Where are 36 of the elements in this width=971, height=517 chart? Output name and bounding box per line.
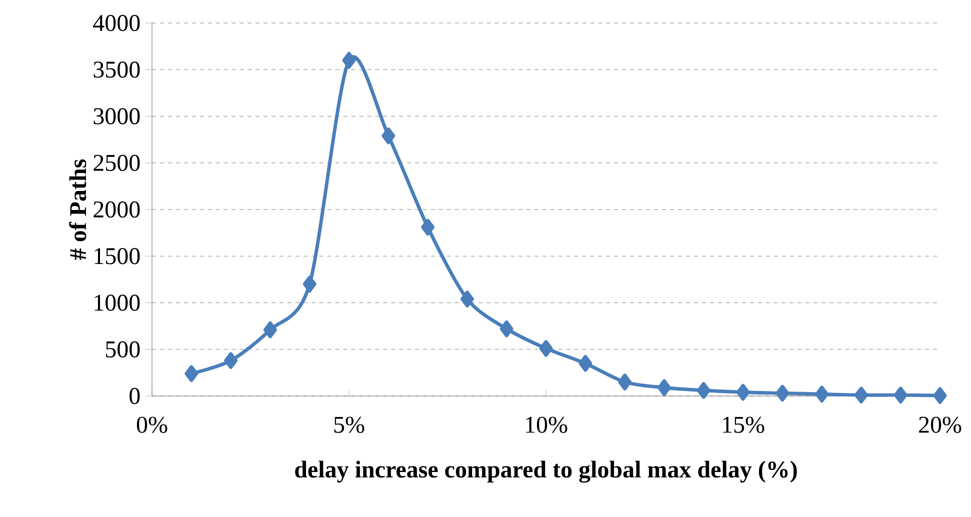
y-tick-label: 2500 xyxy=(94,154,140,171)
x-tick-label: 10% xyxy=(526,416,568,433)
x-tick-label: 0% xyxy=(136,416,168,433)
point xyxy=(184,365,198,382)
point xyxy=(657,379,671,396)
point xyxy=(342,52,356,69)
point xyxy=(776,384,790,402)
point xyxy=(382,127,396,144)
point xyxy=(421,218,435,236)
point xyxy=(224,352,238,369)
y-tick-label: 1500 xyxy=(94,248,140,264)
point xyxy=(263,321,277,338)
point xyxy=(894,386,908,404)
x-tick-label: 15% xyxy=(723,416,764,433)
y-tick-label: 4000 xyxy=(93,14,140,32)
point xyxy=(618,374,632,390)
y-tick-label: 2000 xyxy=(94,201,140,218)
x-tick-label: 20% xyxy=(919,416,962,433)
point xyxy=(460,290,474,308)
point xyxy=(736,384,750,401)
point xyxy=(500,320,514,338)
x-axis-title: delay increase compared to global max delay (%) xyxy=(295,460,797,483)
y-tick-label: 3000 xyxy=(94,108,140,124)
point xyxy=(302,276,316,292)
point xyxy=(854,386,868,404)
y-tick-label: 500 xyxy=(106,341,140,358)
point xyxy=(933,387,947,404)
point xyxy=(578,354,592,372)
point xyxy=(815,386,829,403)
point xyxy=(539,340,553,357)
y-tick-label: 3500 xyxy=(94,62,140,78)
y-tick-label: 1000 xyxy=(94,294,140,311)
point xyxy=(696,382,710,399)
x-tick-label: 5% xyxy=(334,416,364,433)
y-tick-label: 0 xyxy=(130,388,140,404)
y-axis-title: # of Paths xyxy=(69,159,86,260)
